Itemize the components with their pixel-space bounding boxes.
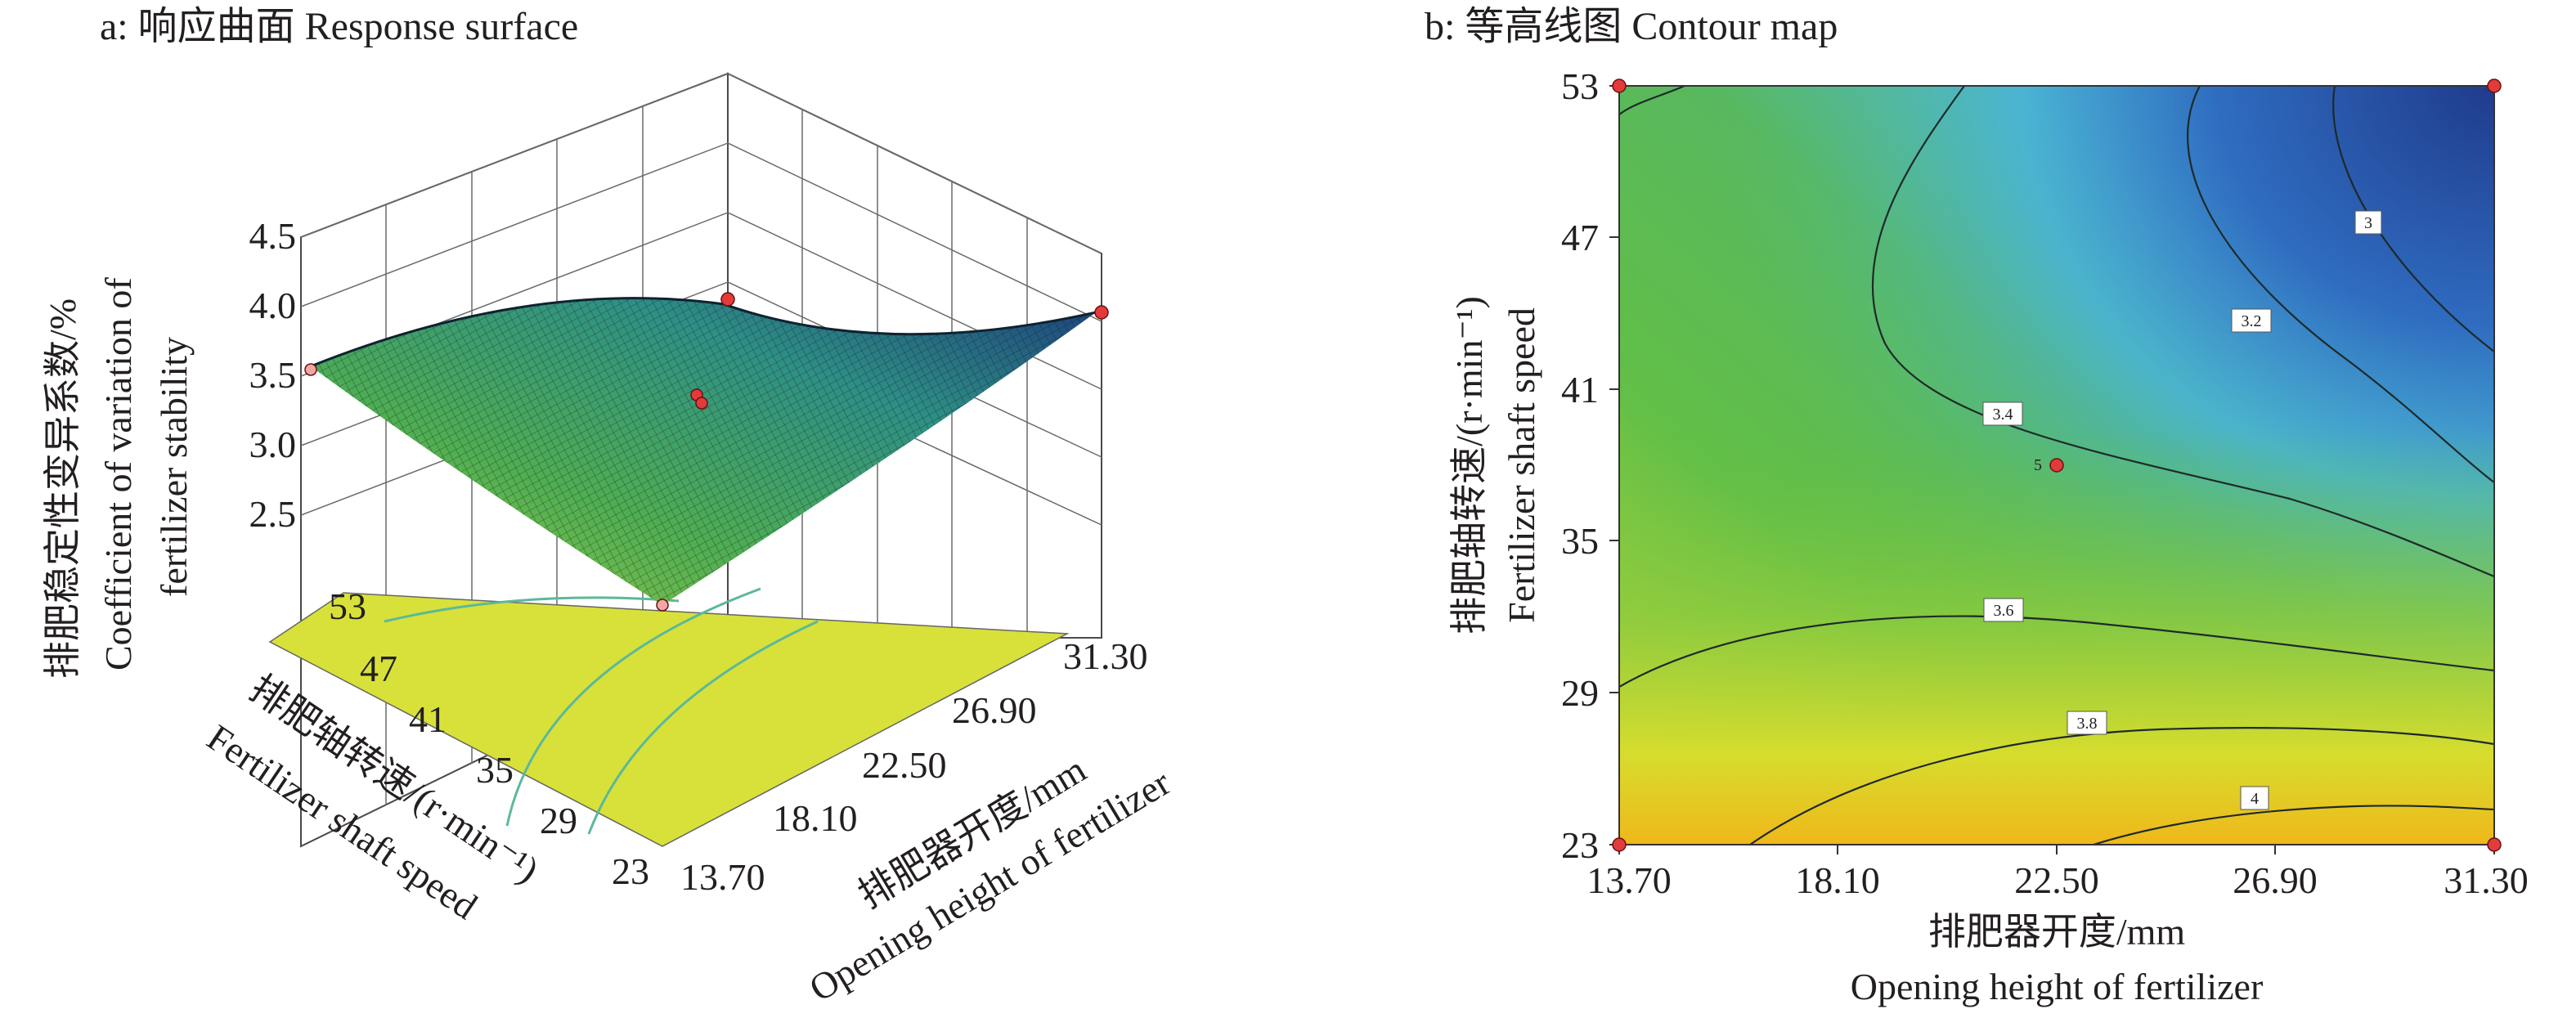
- contour-lines: [1619, 86, 2494, 845]
- chart-a-title: a: 响应曲面 Response surface: [100, 5, 578, 48]
- x-axis-title-a: 排肥器开度/mm Opening height of fertilizer: [802, 748, 1178, 1010]
- contour-left: [1619, 86, 1685, 115]
- y-tick: 23: [1561, 824, 1599, 866]
- design-point: [656, 599, 669, 612]
- x-axis-title-cn-b: 排肥器开度/mm: [1928, 911, 2186, 953]
- y-tick: 35: [1561, 520, 1599, 562]
- surface-floor: [268, 592, 1070, 847]
- x-tick: 13.70: [1586, 859, 1672, 901]
- contour-3-8: [1749, 727, 2494, 845]
- z-axis-title-en-1: Coefficient of variation of: [97, 277, 139, 670]
- x-tick: 31.30: [1063, 635, 1148, 677]
- z-tick: 3.0: [249, 424, 297, 465]
- contour-label: 3.2: [2231, 308, 2272, 333]
- contour-label: 3.4: [1982, 401, 2023, 426]
- x-tick: 26.90: [2233, 859, 2318, 901]
- contour-label-text: 4: [2251, 790, 2259, 808]
- y-tick: 41: [1561, 369, 1599, 410]
- z-axis-title-cn: 排肥稳定性变异系数/%: [42, 298, 83, 679]
- y-tick: 35: [476, 749, 514, 791]
- contour-4: [2093, 805, 2494, 845]
- design-point: [2487, 837, 2502, 852]
- y-tick: 47: [360, 648, 397, 689]
- x-tick: 22.50: [862, 744, 947, 786]
- x-tick: 31.30: [2444, 859, 2529, 901]
- center-point: [2049, 458, 2064, 473]
- design-point: [695, 397, 708, 410]
- z-axis-title-en-2: fertilizer stability: [153, 337, 195, 597]
- contour-label-text: 3.8: [2077, 715, 2098, 733]
- x-tick: 13.70: [680, 856, 765, 898]
- contour-label-text: 3: [2364, 214, 2372, 232]
- center-point-label: 5: [2034, 456, 2042, 474]
- contour-label: 3: [2354, 210, 2382, 235]
- y-tick: 29: [1561, 672, 1599, 714]
- z-tick: 3.5: [249, 354, 297, 396]
- x-ticks-b: 13.70 18.10 22.50 26.90 31.30: [1586, 859, 2529, 901]
- contour-3-6: [1619, 615, 2494, 688]
- x-tick: 18.10: [773, 797, 858, 839]
- chart-b-title: b: 等高线图 Contour map: [1425, 5, 1838, 48]
- design-point: [720, 292, 735, 307]
- contour-label: 4: [2240, 786, 2269, 810]
- design-point: [2487, 78, 2502, 93]
- y-tick: 23: [612, 850, 649, 892]
- contour-label-text: 3.2: [2242, 312, 2262, 330]
- x-tick: 18.10: [1795, 859, 1880, 901]
- contour-label: 3.8: [2067, 711, 2107, 735]
- y-axis-title-en-b: Fertilizer shaft speed: [1501, 307, 1542, 623]
- y-tick: 41: [409, 698, 447, 740]
- y-tick: 53: [329, 585, 366, 627]
- contour-panel: b: 等高线图 Contour map 3 3.2: [1425, 5, 2529, 1007]
- y-axis-title-cn-b: 排肥轴转速/(r·min⁻¹): [1448, 296, 1490, 635]
- x-axis-title-en-b: Opening height of fertilizer: [1851, 966, 2264, 1007]
- y-tick: 53: [1561, 65, 1599, 107]
- y-ticks-a: 53 47 41 35 29 23: [329, 585, 649, 892]
- contour-label-text: 3.6: [1994, 602, 2014, 620]
- contour-3-2: [2187, 86, 2494, 483]
- contour-label-text: 3.4: [1993, 406, 2013, 424]
- z-tick: 4.0: [249, 285, 297, 326]
- floor-contours: [384, 587, 819, 835]
- contour-labels: 3 3.2 3.4 3.6 3.8 4: [1982, 210, 2382, 810]
- y-tick: 47: [1561, 217, 1599, 258]
- y-ticks-b: 53 47 41 35 29 23: [1561, 65, 1599, 866]
- z-tick: 2.5: [249, 493, 297, 535]
- x-tick: 22.50: [2014, 859, 2099, 901]
- design-point: [1612, 837, 1627, 852]
- contour-3-4: [1871, 86, 2494, 578]
- contour-fill: [1619, 86, 2494, 845]
- z-axis-title: 排肥稳定性变异系数/% Coefficient of variation of …: [42, 277, 195, 679]
- design-point: [1612, 78, 1627, 93]
- design-points-b: [1612, 78, 2502, 852]
- design-point: [1094, 305, 1109, 320]
- design-point: [304, 363, 317, 376]
- z-ticks: 4.5 4.0 3.5 3.0 2.5: [249, 215, 297, 535]
- z-tick: 4.5: [249, 215, 297, 257]
- x-tick: 26.90: [952, 689, 1037, 731]
- contour-label: 3.6: [1983, 598, 2024, 622]
- design-points-a: [304, 292, 1109, 612]
- y-tick: 29: [540, 800, 577, 841]
- x-ticks-a: 13.70 18.10 22.50 26.90 31.30: [680, 635, 1148, 898]
- response-surface-panel: a: 响应曲面 Response surface: [42, 5, 1178, 1010]
